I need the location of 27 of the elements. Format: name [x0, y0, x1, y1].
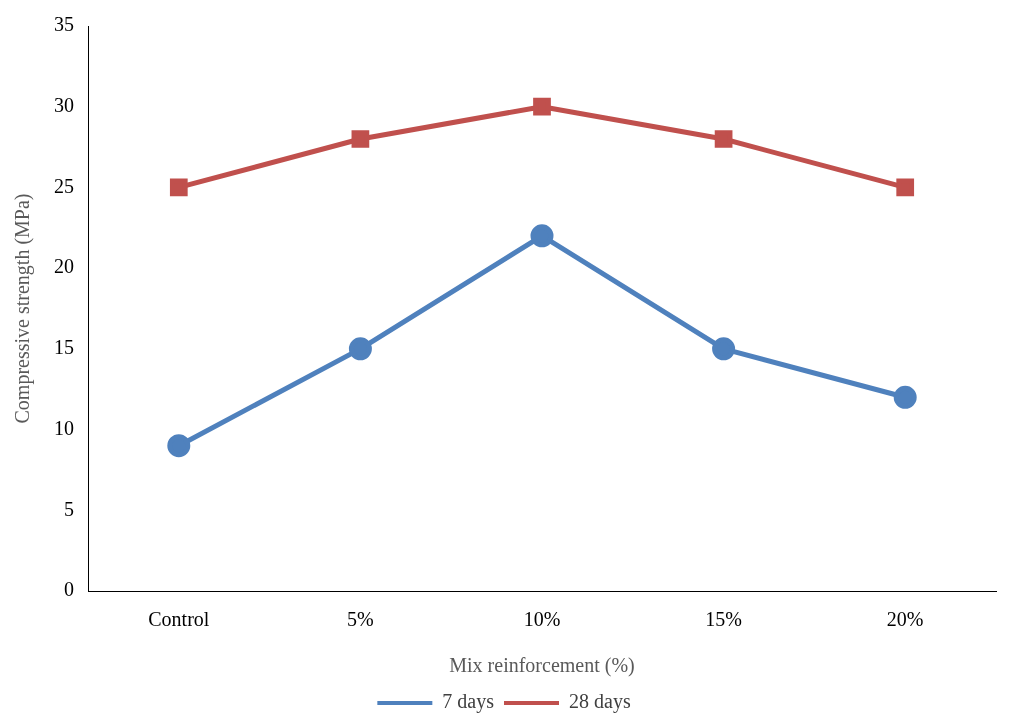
point — [533, 97, 551, 116]
y-axis-title: Compressive strength (MPa) — [11, 193, 35, 424]
x-tick-label: Control — [148, 608, 210, 631]
y-tick-label: 10 — [54, 416, 74, 439]
point — [893, 385, 917, 409]
point — [348, 337, 372, 361]
point — [712, 337, 736, 361]
y-tick-label: 35 — [54, 13, 74, 36]
legend-label: 7 days — [442, 690, 495, 714]
x-tick-label: 15% — [705, 608, 742, 631]
point — [167, 434, 191, 458]
y-tick-label: 5 — [64, 497, 74, 520]
x-tick-label: 10% — [523, 608, 561, 631]
y-tick-label: 25 — [54, 174, 74, 197]
x-axis-title: Mix reinforcement (%) — [449, 654, 635, 678]
x-tick-label: 5% — [347, 608, 374, 631]
point — [530, 224, 554, 248]
point — [351, 130, 370, 148]
y-tick-label: 20 — [54, 255, 74, 278]
y-tick-label: 15 — [54, 336, 74, 359]
point — [896, 178, 915, 197]
x-tick-label: 20% — [886, 608, 924, 631]
y-tick-label: 0 — [64, 578, 74, 601]
point — [169, 178, 188, 197]
point — [714, 130, 733, 148]
legend-label: 28 days — [569, 690, 631, 714]
y-tick-label: 30 — [54, 93, 74, 116]
